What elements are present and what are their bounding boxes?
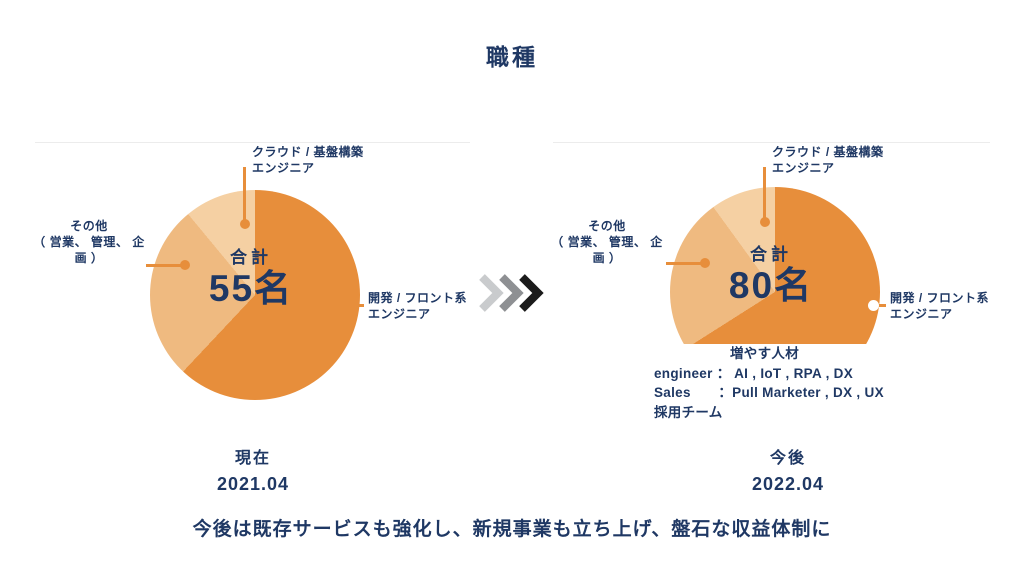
hiring-note-title: 増やす人材	[730, 346, 799, 361]
cloud-callout-line	[763, 167, 766, 219]
other-callout-line	[666, 262, 702, 265]
other-callout-line	[146, 264, 182, 267]
hiring-note-line: 採用チーム	[654, 404, 723, 420]
pie-total-current: 合計 55名	[208, 248, 294, 309]
pie-chart-current	[150, 190, 360, 400]
hiring-note-line: engineer ： AI , IoT , RPA , DX	[654, 365, 854, 381]
label-other-future: その他 （ 営業、 管理、 企画 ）	[551, 219, 663, 265]
chart-panel-current	[35, 142, 470, 432]
other-callout-dot	[180, 260, 190, 270]
label-cloud-current: クラウド / 基盤構築 エンジニア	[252, 145, 364, 175]
cloud-callout-dot	[240, 219, 250, 229]
pie-total-future: 合計 80名	[728, 245, 814, 306]
label-other-current: その他 （ 営業、 管理、 企画 ）	[33, 219, 145, 265]
other-callout-dot	[700, 258, 710, 268]
hiring-note-line: Sales ：Pull Marketer , DX , UX	[654, 385, 884, 400]
label-dev-future: 開発 / フロント系 エンジニア	[890, 291, 990, 321]
dev-callout-dot	[868, 300, 879, 311]
cloud-callout-line	[243, 167, 246, 221]
caption-future: 今後 2022.04	[751, 450, 825, 494]
transition-chevrons-icon	[479, 274, 544, 312]
chart-panel-future	[553, 142, 990, 432]
dev-callout-line	[336, 304, 364, 307]
footer-message: 今後は既存サービスも強化し、新規事業も立ち上げ、盤石な収益体制に	[192, 519, 832, 540]
cloud-callout-dot	[760, 217, 770, 227]
label-dev-current: 開発 / フロント系 エンジニア	[368, 291, 468, 321]
page-title: 職種	[486, 44, 538, 70]
label-cloud-future: クラウド / 基盤構築 エンジニア	[772, 145, 884, 175]
caption-current: 現在 2021.04	[216, 450, 290, 494]
hiring-note: 増やす人材 engineer ： AI , IoT , RPA , DX Sal…	[654, 344, 988, 422]
